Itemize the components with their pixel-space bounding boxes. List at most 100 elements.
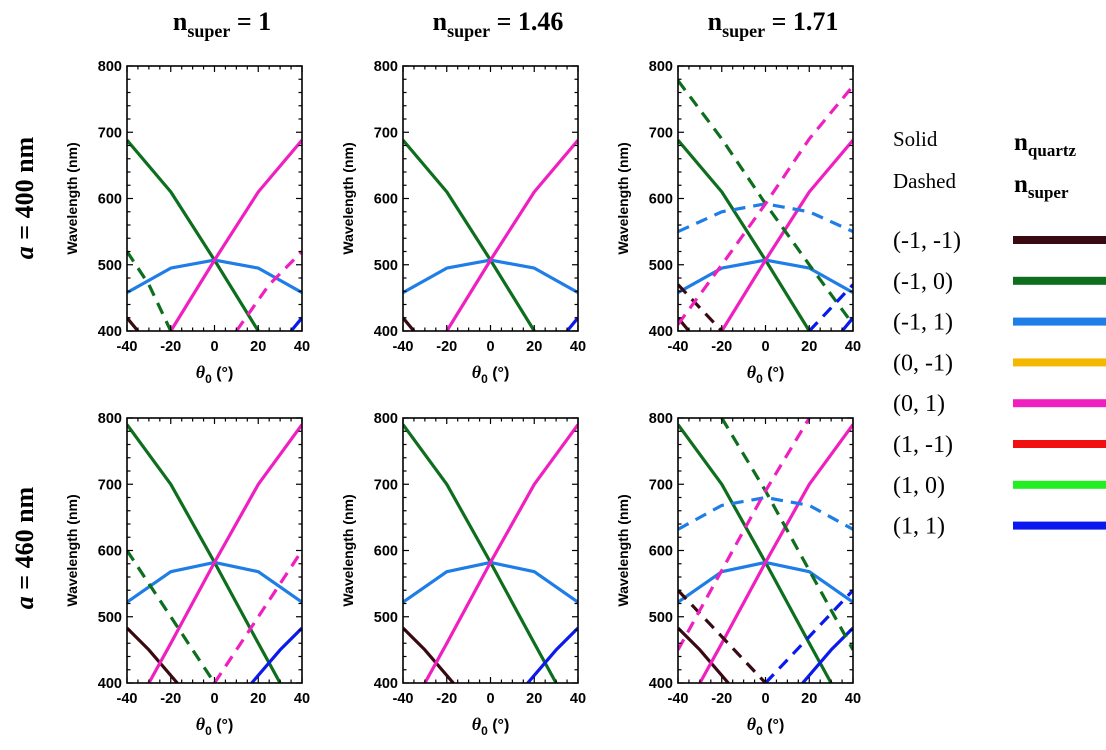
series-solid-1_1 [250,626,302,683]
y-tick-label: 600 [98,192,122,208]
series-solid-0_1 [147,423,302,683]
x-axis-label: θ0 (°) [472,714,510,738]
legend-item-label: (0, -1) [893,350,953,376]
legend-item: (-1, -1) [893,228,1106,254]
legend-dashed-label: Dashed [893,169,956,193]
series-dashed-1_1 [764,589,853,683]
series-solid--1_0 [403,423,558,683]
legend-swatch [1013,399,1106,408]
y-tick-label: 800 [649,59,673,75]
x-tick-label: -40 [393,339,414,355]
panel-r1c3: -40 -20 0 20 40 400 500 600 700 800 Wavelength (nm… [615,59,861,386]
x-tick-label: 0 [210,339,218,355]
x-tick-label: 20 [526,339,542,355]
legend-item-label: (-1, -1) [893,228,961,254]
series-solid--1_0 [678,139,811,331]
x-tick-label: 0 [486,339,494,355]
series-dashed--1_0 [127,549,216,683]
legend-item: (1, 1) [893,514,1106,540]
legend-item-label: (1, 1) [893,514,945,540]
legend-swatch [1013,276,1106,285]
legend-solid-medium: nquartz [1014,129,1077,160]
legend-item-label: (-1, 0) [893,269,953,295]
y-tick-label: 600 [98,544,122,560]
legend-item: (0, 1) [893,391,1106,417]
y-tick-label: 700 [98,477,122,493]
y-tick-label: 400 [374,676,398,692]
series-solid--1_0 [127,423,282,683]
x-tick-label: 40 [294,691,310,707]
series-dashed--1_-1 [678,589,767,683]
series-solid-1_1 [565,316,578,331]
x-tick-label: -20 [711,339,732,355]
y-tick-label: 500 [374,258,398,274]
legend-item: (0, -1) [893,350,1106,376]
series-solid--1_1 [403,560,578,604]
series-solid-1_1 [526,626,578,683]
x-axis-label: θ0 (°) [747,362,785,386]
y-tick-label: 700 [649,125,673,141]
y-axis-label: Wavelength (nm) [340,142,356,254]
y-tick-label: 500 [98,610,122,626]
y-tick-label: 400 [98,676,122,692]
series-solid--1_1 [678,560,853,604]
y-tick-label: 800 [374,59,398,75]
series-solid-0_1 [169,139,302,331]
y-tick-label: 700 [374,125,398,141]
legend-item-label: (1, -1) [893,432,953,458]
series-solid--1_1 [127,560,302,604]
series-solid--1_0 [127,139,260,331]
y-tick-label: 400 [649,324,673,340]
panel-r2c3: -40 -20 0 20 40 400 500 600 700 800 Wavelength (nm… [615,411,861,738]
legend-item: (-1, 1) [893,310,1106,336]
series-dashed-0_1 [678,418,811,651]
series-dashed-0_1 [235,250,302,331]
y-tick-label: 500 [649,258,673,274]
series-dashed--1_-1 [678,283,723,331]
series-solid-1_1 [840,316,853,331]
panel-r1c2: -40 -20 0 20 40 400 500 600 700 800 Wavelength (nm… [340,59,586,386]
series-dashed-1_1 [808,283,853,331]
y-tick-label: 400 [98,324,122,340]
legend-item-label: (-1, 1) [893,310,953,336]
x-tick-label: -20 [160,339,181,355]
y-tick-label: 600 [374,192,398,208]
panel-r2c2: -40 -20 0 20 40 400 500 600 700 800 Wavelength (nm… [340,411,586,738]
series-solid-0_1 [423,423,578,683]
x-tick-label: -40 [668,339,689,355]
x-tick-label: -20 [160,691,181,707]
series-solid--1_-1 [127,316,140,331]
legend-swatch [1013,521,1106,530]
series-solid--1_0 [678,423,833,683]
legend: Solid Dashed nquartz nsuper (-1, -1) (-1, 0) (… [893,127,1106,540]
series-dashed-0_1 [678,84,853,326]
x-axis-label: θ0 (°) [196,362,234,386]
x-tick-label: -20 [436,339,457,355]
y-axis-label: Wavelength (nm) [615,494,631,606]
legend-swatch [1013,440,1106,448]
y-tick-label: 700 [374,477,398,493]
x-tick-label: -40 [393,691,414,707]
y-axis-label: Wavelength (nm) [64,494,80,606]
series-solid--1_-1 [678,626,730,683]
series-solid-0_1 [720,139,853,331]
x-tick-label: 0 [761,691,769,707]
y-tick-label: 800 [98,411,122,427]
series-dashed--1_0 [127,250,173,331]
x-tick-label: -20 [436,691,457,707]
x-tick-label: -20 [711,691,732,707]
y-tick-label: 600 [649,192,673,208]
x-tick-label: 40 [570,339,586,355]
x-tick-label: 40 [845,691,861,707]
legend-item-label: (1, 0) [893,473,945,499]
series-solid-0_1 [445,139,578,331]
legend-item: (-1, 0) [893,269,1106,295]
x-tick-label: -40 [117,339,138,355]
x-tick-label: 20 [801,339,817,355]
y-tick-label: 800 [374,411,398,427]
y-axis-label: Wavelength (nm) [64,142,80,254]
y-axis-label: Wavelength (nm) [615,142,631,254]
panel-r2c1: -40 -20 0 20 40 400 500 600 700 800 Wavelength (nm… [64,411,310,738]
